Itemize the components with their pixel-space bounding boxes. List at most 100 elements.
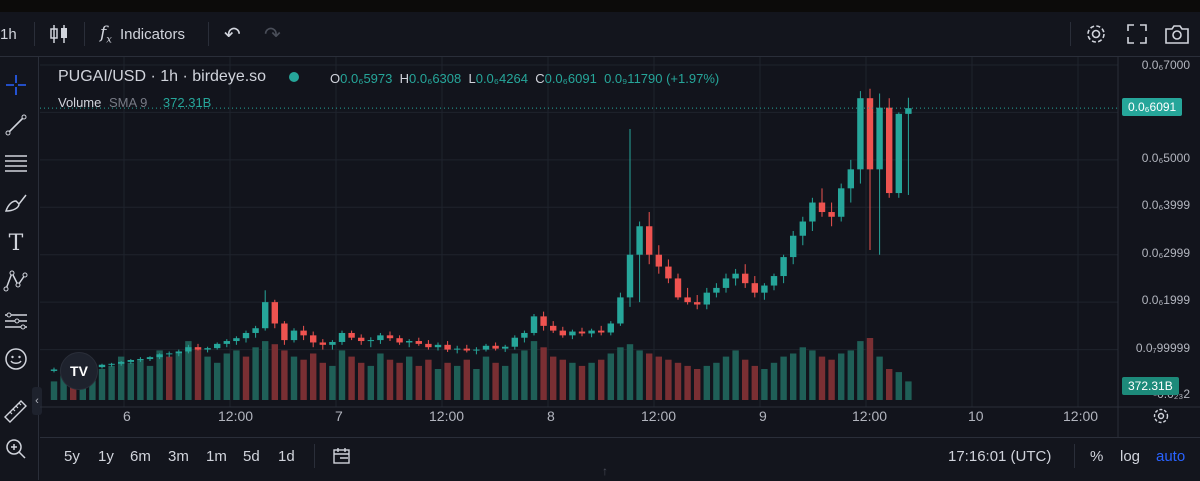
candle-style-button[interactable] (48, 12, 70, 56)
volume-bar (886, 369, 893, 400)
volume-bar (540, 347, 547, 400)
volume-legend: Volume SMA 9 372.31B (58, 95, 211, 110)
volume-bar (559, 359, 566, 400)
volume-bar (665, 359, 672, 400)
volume-bar (214, 362, 221, 400)
candle-body (175, 351, 182, 354)
range-1y-button[interactable]: 1y (98, 438, 114, 474)
volume-value: 372.31B (162, 95, 212, 110)
range-3m-button[interactable]: 3m (168, 438, 189, 474)
axis-settings-button[interactable] (1152, 407, 1170, 430)
candle-body (127, 360, 134, 362)
high-key: H (399, 71, 409, 86)
candle-body (482, 345, 490, 350)
log-scale-button[interactable]: log (1120, 438, 1140, 474)
candle-body (886, 107, 893, 194)
snapshot-button[interactable] (1164, 12, 1190, 56)
candle-body (665, 266, 672, 279)
volume-bar (838, 353, 845, 400)
redo-button[interactable]: ↷ (264, 12, 281, 56)
fib-tool[interactable] (0, 149, 32, 177)
range-label: 1m (206, 447, 227, 465)
candle-body (732, 273, 739, 279)
candle-body (98, 364, 106, 368)
date-range-button[interactable] (332, 438, 352, 474)
time-tick-label: 12:00 (641, 408, 677, 424)
prediction-tool[interactable] (0, 307, 32, 335)
volume-bar (713, 362, 720, 400)
percent-scale-button[interactable]: % (1090, 438, 1103, 474)
volume-bar (252, 347, 259, 400)
indicators-button[interactable]: fx Indicators (100, 12, 185, 56)
collapse-toolbar-handle[interactable]: ‹ (32, 387, 42, 415)
volume-bar (492, 362, 499, 400)
volume-bar (780, 356, 787, 400)
expand-panel-handle[interactable]: ↑ (602, 464, 608, 478)
time-tick-label: 12:00 (218, 408, 254, 424)
crosshair-tool[interactable] (0, 71, 32, 99)
clock[interactable]: 17:16:01 (UTC) (948, 438, 1051, 474)
candle-body (434, 344, 442, 348)
volume-bar (386, 359, 394, 400)
indicators-label: Indicators (119, 25, 185, 43)
candle-body (770, 276, 778, 286)
candle-body (511, 337, 518, 347)
time-tick-label: 9 (759, 408, 767, 424)
candle-body (233, 338, 240, 342)
candle-body (809, 202, 816, 222)
auto-scale-button[interactable]: auto (1156, 438, 1185, 474)
volume-bar (60, 375, 67, 400)
range-1m-button[interactable]: 1m (206, 438, 227, 474)
volume-bar (463, 359, 470, 400)
price-tick-label: 0.0₆1999 (1141, 293, 1190, 307)
volume-bar (607, 353, 614, 400)
candle-body (396, 338, 403, 343)
undo-button[interactable]: ↶ (224, 12, 241, 56)
volume-bar (329, 365, 336, 400)
brush-tool[interactable] (0, 189, 32, 217)
range-5d-button[interactable]: 5d (243, 438, 260, 474)
candle-body (655, 254, 662, 267)
range-label: 1y (98, 447, 114, 465)
candle-body (674, 278, 682, 298)
toolbar-divider (1070, 22, 1071, 46)
pattern-tool[interactable] (0, 267, 32, 295)
volume-bar (338, 350, 346, 400)
range-6m-button[interactable]: 6m (130, 438, 151, 474)
time-tick-label: 8 (547, 408, 555, 424)
volume-bar (175, 353, 182, 400)
trendline-tool[interactable] (0, 111, 32, 139)
price-chart[interactable] (40, 57, 1200, 437)
calendar-icon (333, 448, 350, 464)
interval-button[interactable]: 1h (0, 12, 17, 56)
ruler-tool[interactable] (0, 397, 32, 425)
emoji-tool[interactable] (0, 345, 32, 373)
pattern-icon (3, 270, 28, 292)
price-tick-label: 0.0₆3999 (1141, 198, 1190, 212)
volume-bar (809, 350, 816, 400)
volume-bar (895, 372, 902, 400)
symbol-title[interactable]: PUGAI/USD · 1h · birdeye.so (58, 68, 267, 85)
volume-bar (646, 353, 653, 400)
time-tick-label: 12:00 (1063, 408, 1099, 424)
candle-body (617, 297, 624, 324)
range-5y-button[interactable]: 5y (64, 438, 80, 474)
fullscreen-button[interactable] (1126, 12, 1148, 56)
tradingview-logo[interactable]: TV (60, 352, 98, 390)
text-tool[interactable]: T (0, 229, 32, 257)
range-1d-button[interactable]: 1d (278, 438, 295, 474)
candle-body (646, 226, 653, 255)
price-axis[interactable]: 0.0₆7000 0.0₆5000 0.0₆3999 0.0₆2999 0.0₆… (1118, 57, 1200, 407)
gear-icon (1153, 408, 1169, 424)
zoom-tool[interactable] (0, 435, 32, 463)
candle-body (722, 278, 730, 288)
smiley-icon (5, 348, 27, 370)
settings-button[interactable] (1084, 12, 1108, 56)
volume-bar (367, 365, 374, 400)
candle-body (281, 323, 288, 341)
volume-bar (50, 381, 58, 400)
candle-body (300, 330, 307, 336)
current-price-text: 0.0₆6091 (1128, 100, 1177, 114)
log-label: log (1120, 447, 1141, 465)
gear-icon (1087, 25, 1105, 43)
